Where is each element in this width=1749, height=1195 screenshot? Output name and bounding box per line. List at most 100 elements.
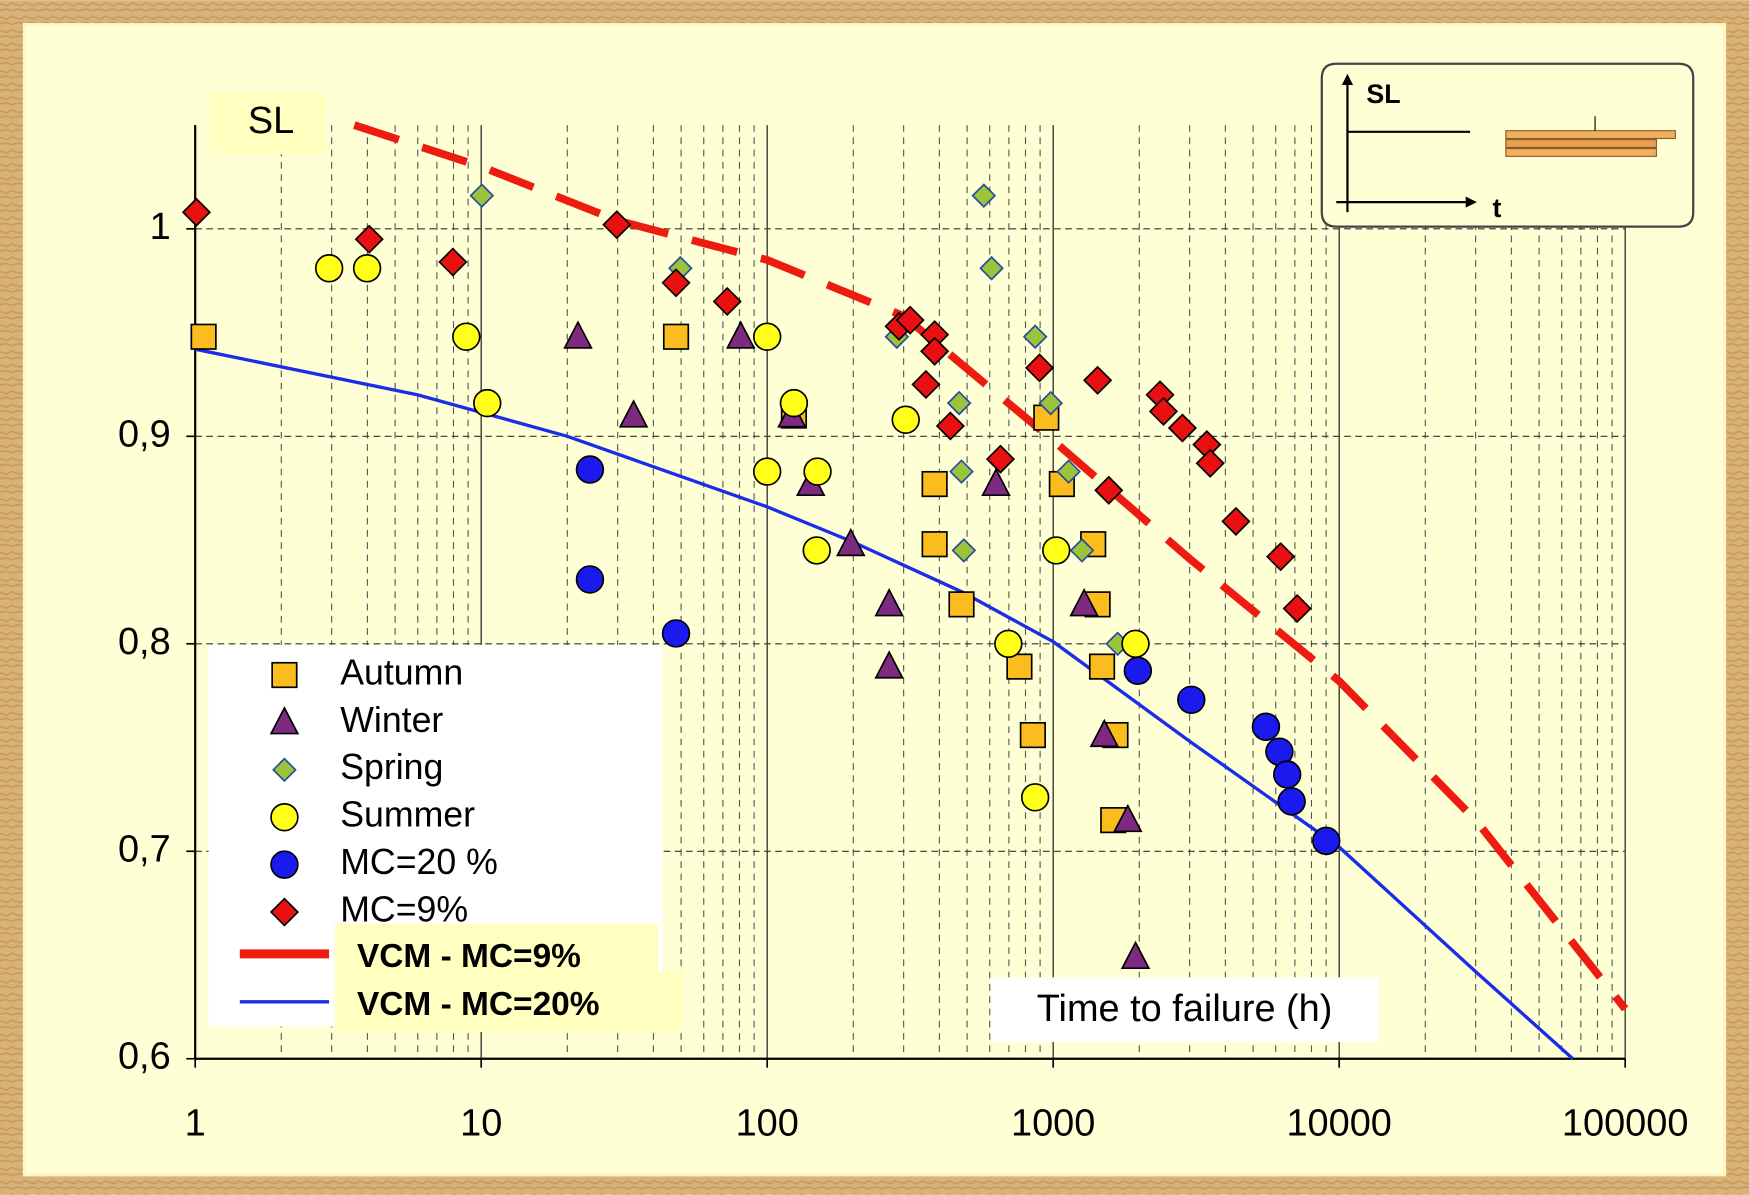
circle-marker [752, 457, 782, 486]
legend-label: VCM - MC=20% [357, 986, 600, 1023]
triangle-marker [618, 399, 649, 428]
data-points [181, 183, 1341, 970]
x-axis-label: Time to failure (h) [1037, 988, 1333, 1030]
triangle-marker [874, 588, 904, 617]
x-tick-label: 10 [460, 1103, 502, 1145]
triangle-marker [1120, 940, 1151, 970]
diamond-marker [712, 286, 742, 317]
diamond-marker [1038, 390, 1064, 416]
circle-marker [1121, 629, 1150, 659]
circle-marker [575, 455, 605, 484]
triangle-marker [981, 467, 1011, 497]
circle-marker [270, 850, 299, 879]
y-label-box [209, 91, 326, 155]
circle-marker [994, 629, 1023, 659]
square-marker [662, 323, 690, 350]
inset-beam [1505, 130, 1676, 140]
legend-label: Spring [340, 747, 443, 787]
diamond-marker [1069, 538, 1095, 563]
diamond-marker [1083, 365, 1113, 395]
legend-label: VCM - MC=9% [357, 938, 581, 975]
diamond-marker [1056, 459, 1081, 484]
circle-marker [1312, 826, 1341, 856]
square-marker [271, 661, 298, 689]
circle-marker [1251, 712, 1281, 742]
y-tick-label: 0,7 [118, 828, 171, 870]
circle-marker [452, 322, 481, 351]
y-axis-label: SL [248, 100, 294, 142]
diamond-marker [920, 336, 950, 366]
y-tick-label: 0,6 [118, 1036, 171, 1078]
diamond-marker [951, 538, 977, 563]
legend-label: MC=20 % [340, 842, 498, 882]
x-tick-label: 1000 [1011, 1103, 1095, 1145]
circle-marker [1277, 787, 1306, 816]
diamond-marker [1024, 353, 1055, 383]
legend: Autumn Winter Spring Summer MC=20 % MC=9% VCM … [208, 644, 683, 1032]
x-label-box [990, 977, 1379, 1043]
circle-marker [575, 565, 605, 594]
circle-marker [473, 388, 502, 418]
circle-marker [270, 803, 299, 832]
y-tick-label: 0,8 [118, 621, 171, 663]
circle-marker [352, 254, 382, 283]
circle-marker [1020, 783, 1050, 812]
triangle-marker [563, 320, 593, 349]
legend-label: Summer [340, 795, 475, 835]
circle-marker [1177, 685, 1206, 715]
diamond-marker [1195, 448, 1225, 478]
inset-arrow [1341, 73, 1354, 85]
diamond-marker [911, 369, 941, 400]
diamond-marker [1148, 396, 1179, 426]
circle-marker [752, 322, 782, 351]
y-tick-label: 0,9 [118, 413, 171, 455]
circle-marker [779, 388, 809, 418]
circle-marker [802, 536, 831, 565]
square-marker [921, 531, 948, 558]
diamond-marker [602, 210, 632, 240]
circle-marker [1123, 656, 1153, 685]
diamond-marker [946, 390, 972, 416]
diamond-marker [979, 255, 1004, 281]
inset-y-label: SL [1366, 79, 1400, 109]
legend-label-box [334, 971, 683, 1032]
diamond-marker [354, 224, 384, 254]
inset-x-label: t [1492, 193, 1501, 223]
inset-beam [1505, 147, 1657, 157]
inset-beam [1505, 139, 1657, 148]
diamond-marker [1221, 506, 1251, 536]
model-line [353, 121, 1629, 1012]
circle-marker [1042, 536, 1071, 565]
diamond-marker [971, 183, 997, 208]
square-marker [921, 470, 948, 498]
diamond-marker [1282, 593, 1312, 624]
diamond-marker [469, 183, 495, 208]
triangle-marker [1113, 803, 1143, 833]
square-marker [948, 591, 975, 618]
legend-label: Winter [340, 700, 443, 740]
triangle-marker [874, 650, 904, 679]
x-tick-label: 100 [736, 1103, 799, 1145]
triangle-marker [725, 320, 756, 349]
inset-diagram: SL t [1320, 62, 1695, 228]
circle-marker [891, 405, 920, 434]
circle-marker [661, 619, 691, 648]
square-marker [1006, 653, 1033, 680]
y-tick-label: 1 [150, 206, 171, 248]
square-marker [190, 323, 217, 350]
diamond-marker [1022, 324, 1048, 350]
square-marker [1019, 721, 1046, 749]
diamond-marker [985, 444, 1016, 474]
x-tick-label: 100000 [1562, 1103, 1689, 1145]
circle-marker [1272, 760, 1302, 789]
diamond-marker [269, 897, 300, 927]
circle-marker [803, 457, 832, 486]
square-marker [1088, 653, 1116, 680]
triangle-marker [836, 527, 866, 557]
diamond-marker [661, 268, 691, 298]
diamond-marker [1094, 475, 1124, 505]
diamond-marker [935, 411, 965, 441]
triangle-marker [1089, 718, 1120, 748]
diamond-marker [272, 757, 297, 783]
